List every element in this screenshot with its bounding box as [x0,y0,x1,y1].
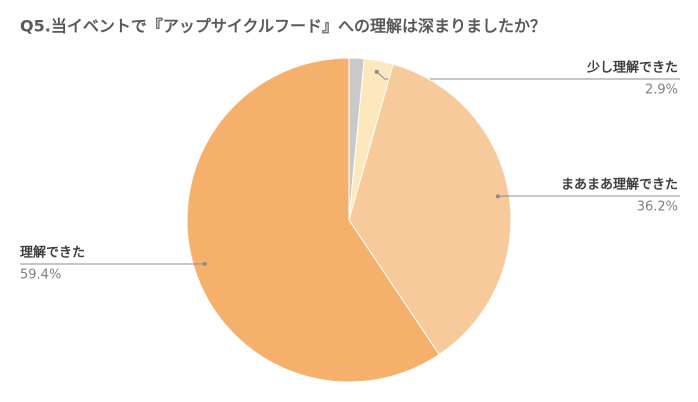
pie-slice [348,63,512,356]
leader-dot [495,194,500,199]
leader-line [376,71,680,80]
leader-dot [202,261,207,266]
slice-label: まあまあ理解できた [561,177,678,193]
chart-title: Q5.当イベントで『アップサイクルフード』への理解は深まりましたか？ [20,17,546,36]
leader-dot [374,69,379,74]
slice-value: 59.4% [20,268,61,283]
slice-label: 少し理解できた [586,60,678,76]
pie-slice [186,57,440,383]
slice-value: 2.9% [645,83,678,98]
slice-label: 理解できた [20,245,85,261]
slice-value: 36.2% [637,200,678,215]
